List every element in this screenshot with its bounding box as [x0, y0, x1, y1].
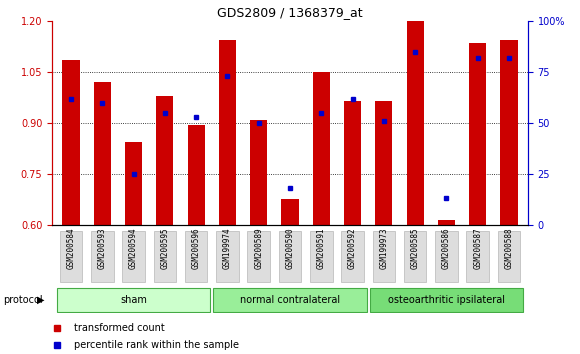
FancyBboxPatch shape	[466, 231, 489, 282]
FancyBboxPatch shape	[498, 231, 520, 282]
Bar	[63, 60, 79, 225]
Text: GSM200591: GSM200591	[317, 228, 326, 269]
Bar	[93, 82, 111, 225]
Bar	[501, 40, 517, 225]
Bar	[313, 72, 330, 225]
FancyBboxPatch shape	[341, 231, 364, 282]
FancyBboxPatch shape	[91, 231, 114, 282]
Text: GSM200594: GSM200594	[129, 228, 138, 269]
Text: GSM199974: GSM199974	[223, 228, 232, 269]
FancyBboxPatch shape	[154, 231, 176, 282]
FancyBboxPatch shape	[370, 288, 523, 312]
Text: GSM200590: GSM200590	[285, 228, 295, 269]
Bar	[407, 21, 424, 225]
Text: GSM200589: GSM200589	[254, 228, 263, 269]
FancyBboxPatch shape	[404, 231, 426, 282]
Text: sham: sham	[120, 295, 147, 305]
Text: GSM200586: GSM200586	[442, 228, 451, 269]
Bar	[344, 101, 361, 225]
FancyBboxPatch shape	[185, 231, 208, 282]
Text: normal contralateral: normal contralateral	[240, 295, 340, 305]
Text: osteoarthritic ipsilateral: osteoarthritic ipsilateral	[388, 295, 505, 305]
FancyBboxPatch shape	[435, 231, 458, 282]
Text: GSM200596: GSM200596	[191, 228, 201, 269]
FancyBboxPatch shape	[372, 231, 395, 282]
Text: GSM200595: GSM200595	[160, 228, 169, 269]
Bar	[156, 96, 173, 225]
Text: GSM200587: GSM200587	[473, 228, 482, 269]
Text: GSM200584: GSM200584	[67, 228, 75, 269]
Text: protocol: protocol	[3, 295, 42, 305]
Text: GSM200593: GSM200593	[98, 228, 107, 269]
Bar	[438, 220, 455, 225]
Bar	[375, 101, 393, 225]
FancyBboxPatch shape	[60, 231, 82, 282]
Text: percentile rank within the sample: percentile rank within the sample	[74, 340, 238, 350]
Bar	[219, 40, 236, 225]
FancyBboxPatch shape	[57, 288, 210, 312]
Title: GDS2809 / 1368379_at: GDS2809 / 1368379_at	[217, 6, 363, 19]
Text: GSM199973: GSM199973	[379, 228, 389, 269]
Text: GSM200585: GSM200585	[411, 228, 420, 269]
Text: ▶: ▶	[37, 295, 44, 305]
Text: transformed count: transformed count	[74, 322, 164, 332]
Text: GSM200588: GSM200588	[505, 228, 513, 269]
Bar	[250, 120, 267, 225]
Text: GSM200592: GSM200592	[348, 228, 357, 269]
FancyBboxPatch shape	[216, 231, 239, 282]
FancyBboxPatch shape	[310, 231, 332, 282]
Bar	[125, 142, 142, 225]
Bar	[281, 199, 299, 225]
Bar	[469, 43, 487, 225]
FancyBboxPatch shape	[213, 288, 367, 312]
FancyBboxPatch shape	[279, 231, 301, 282]
FancyBboxPatch shape	[248, 231, 270, 282]
FancyBboxPatch shape	[122, 231, 145, 282]
Bar	[187, 125, 205, 225]
